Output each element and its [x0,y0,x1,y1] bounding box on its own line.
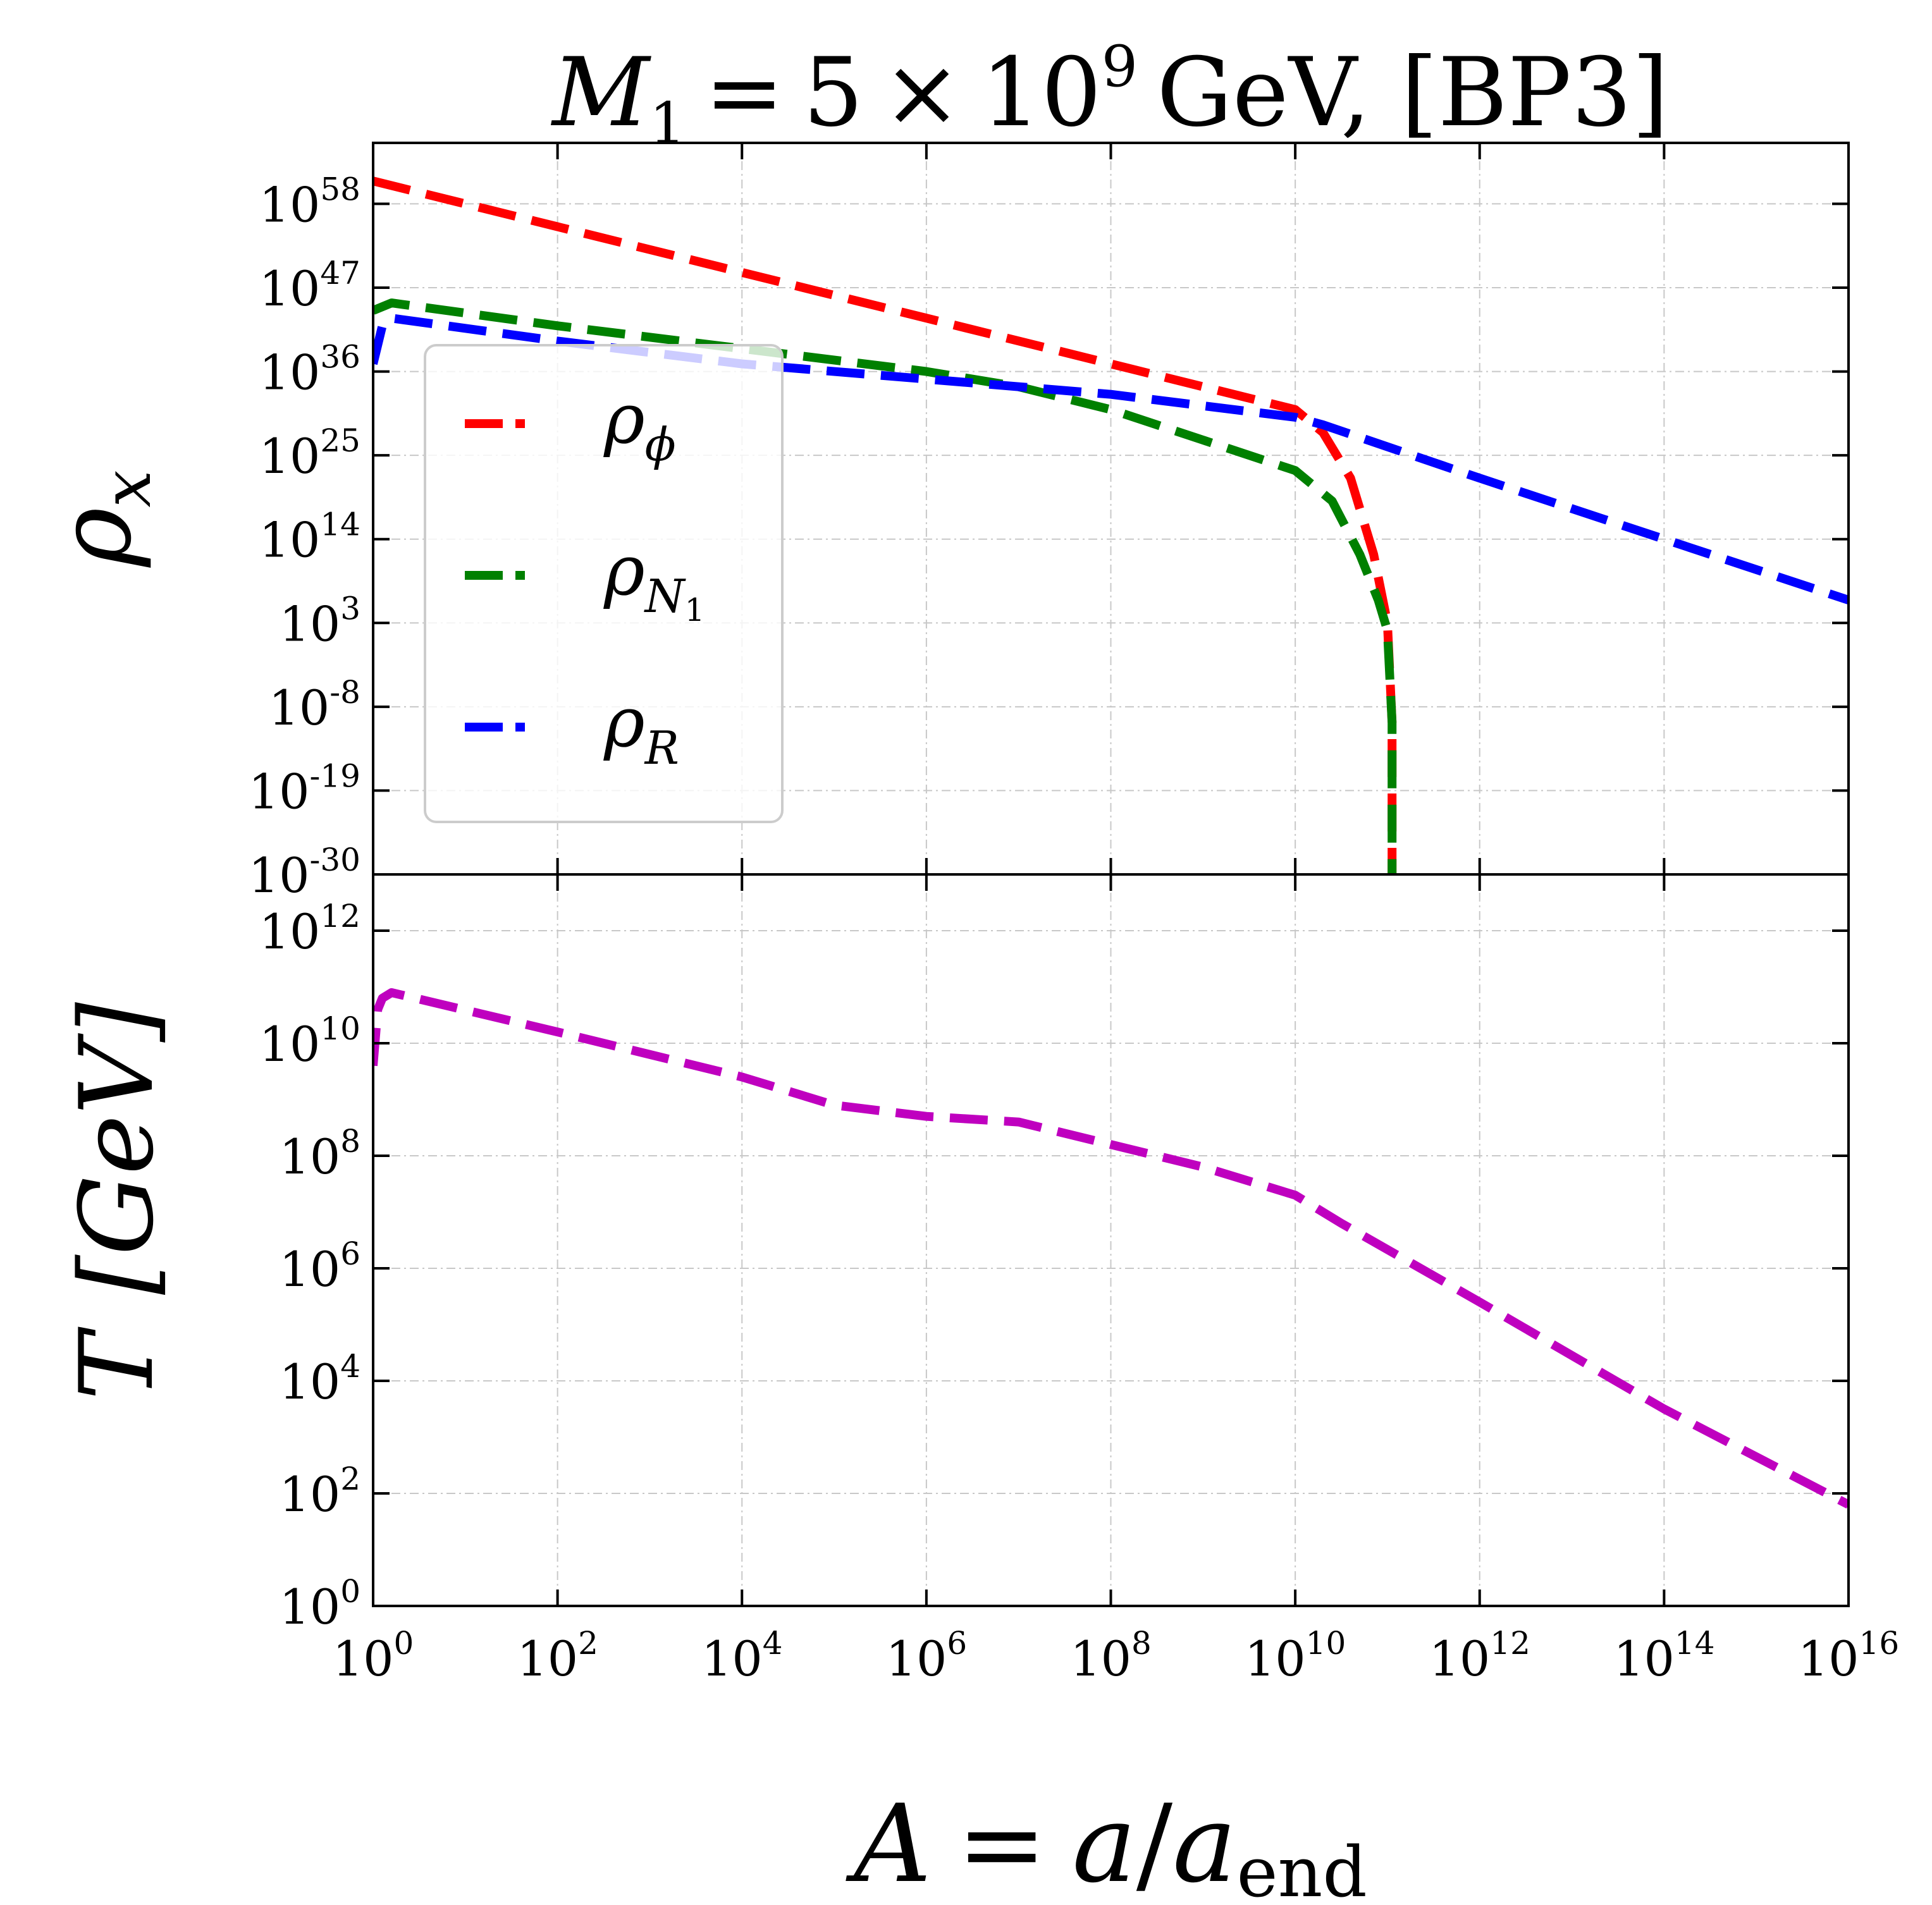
bottom-xtick-labels: 100 102 104 106 108 1010 1012 1014 1016 [333,1625,1899,1687]
y-tick-label: 106 [279,1235,360,1297]
y-tick-label: 108 [279,1123,360,1185]
y-tick-label: 1025 [259,422,360,484]
x-tick-label: 102 [517,1625,598,1687]
y-tick-label: 1012 [259,898,360,960]
y-tick-label: 1058 [259,171,360,233]
y-tick-label: 1014 [259,506,360,568]
bottom-ytick-labels: 100 102 104 106 108 1010 1012 [259,898,360,1635]
top-ylabel: ρx [35,470,166,568]
series-line-rho-N1 [373,298,1397,874]
y-tick-label: 10-8 [269,674,360,736]
x-tick-label: 1014 [1613,1625,1714,1687]
top-series [373,176,1849,874]
legend-label-rho-r: ρR [603,682,679,775]
bottom-ylabel: T[GeV] [58,1002,176,1400]
y-tick-label: 10-30 [249,842,360,903]
y-tick-label: 104 [279,1348,360,1410]
y-tick-label: 10-19 [249,757,360,819]
x-tick-label: 1012 [1429,1625,1530,1687]
bottom-series [373,988,1849,1509]
top-ytick-labels: 10-30 10-19 10-8 103 1014 1025 1036 1047 1058 [249,171,360,903]
legend-box [424,344,784,823]
series-line-rho-phi [373,176,1397,874]
x-tick-label: 100 [333,1625,414,1687]
bottom-grid [373,874,1849,1606]
legend-label-rho-n1: ρN1 [603,530,705,628]
x-tick-label: 104 [701,1625,783,1687]
chart-title: M1 = 5 × 109 GeV, [BP3] [550,34,1669,157]
bottom-axes-frame [372,873,1850,1607]
y-tick-label: 100 [279,1573,360,1635]
bottom-xlabel: A = a/aend [846,1782,1367,1905]
legend: ρϕ ρN1 ρR [424,344,784,823]
y-tick-label: 1036 [259,339,360,401]
y-tick-label: 103 [279,590,360,652]
x-tick-label: 108 [1070,1625,1152,1687]
y-tick-label: 102 [279,1461,360,1522]
x-tick-label: 1016 [1798,1625,1899,1687]
legend-label-rho-phi: ρϕ [603,378,676,471]
x-tick-label: 106 [886,1625,968,1687]
bottom-ticks [372,874,1850,1607]
series-line-T [373,988,1849,1509]
series-line-rho-R [373,314,1849,604]
y-tick-label: 1010 [259,1010,360,1072]
x-tick-label: 1010 [1245,1625,1346,1687]
y-tick-label: 1047 [259,255,360,317]
